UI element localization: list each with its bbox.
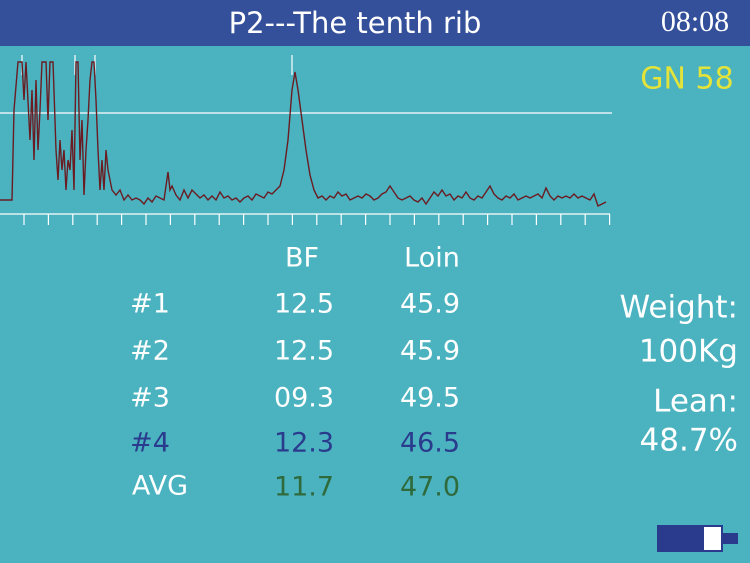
- loin-value: 49.5: [400, 383, 460, 414]
- battery-icon: [657, 525, 738, 552]
- header-bar: [0, 0, 750, 46]
- row-label: #1: [130, 289, 170, 320]
- loin-value: 47.0: [400, 472, 460, 503]
- gain: GN 58: [640, 62, 733, 97]
- row: #1 12.5 45.9: [130, 289, 460, 320]
- row: #3 09.3 49.5: [130, 383, 460, 414]
- bf-value: 12.5: [274, 289, 334, 320]
- bf-value: 12.3: [274, 428, 334, 459]
- waveform: [0, 61, 607, 207]
- lean-value: 48.7%: [640, 423, 738, 459]
- column-header: BF: [285, 243, 319, 274]
- row-label: #2: [130, 336, 170, 367]
- loin-value: 45.9: [400, 336, 460, 367]
- waveform-area: [0, 55, 612, 225]
- bf-value: 11.7: [274, 472, 334, 503]
- row: AVG 11.7 47.0: [132, 471, 460, 503]
- title: P2---The tenth rib: [229, 6, 482, 40]
- row-label: AVG: [132, 471, 188, 502]
- row-label: #4: [130, 428, 170, 459]
- column-header: Loin: [404, 243, 460, 274]
- bf-value: 12.5: [274, 336, 334, 367]
- weight-value: 100Kg: [639, 334, 738, 370]
- lean-label: Lean:: [653, 384, 738, 420]
- row: #2 12.5 45.9: [130, 336, 460, 367]
- loin-value: 46.5: [400, 428, 460, 459]
- row: #4 12.3 46.5: [130, 428, 460, 459]
- loin-value: 45.9: [400, 289, 460, 320]
- clock: 08:08: [661, 5, 729, 38]
- bf-value: 09.3: [274, 383, 334, 414]
- row-label: #3: [130, 383, 170, 414]
- tick-row: [23, 214, 611, 225]
- weight-label: Weight:: [620, 290, 738, 326]
